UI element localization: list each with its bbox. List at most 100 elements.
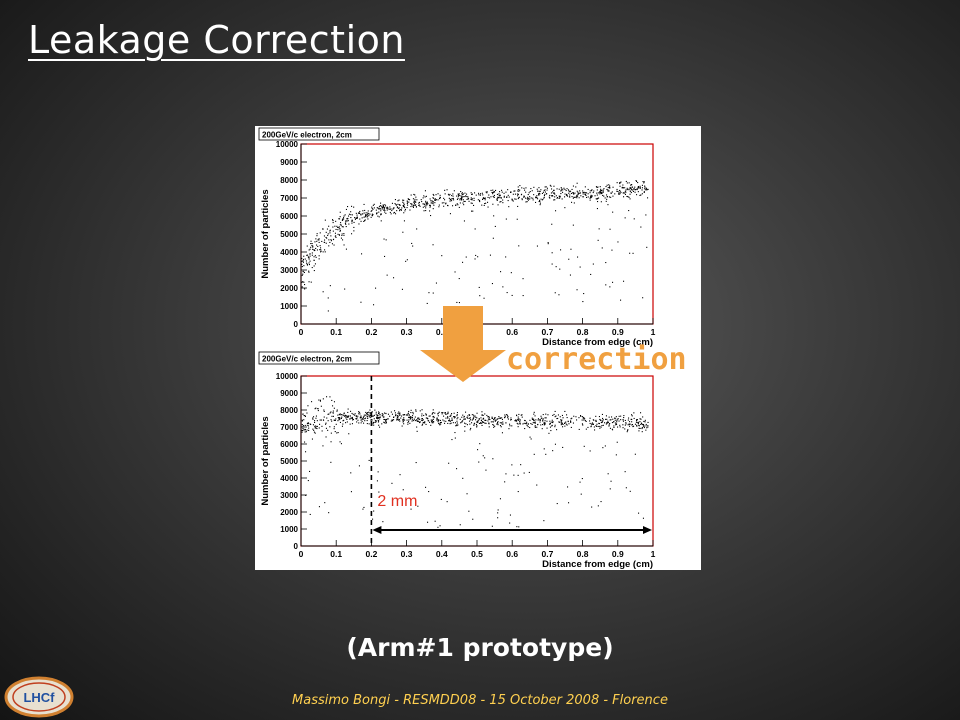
data-point [568, 259, 569, 260]
data-point [531, 197, 532, 198]
data-point [498, 204, 499, 205]
data-point [554, 196, 555, 197]
data-point [307, 264, 308, 265]
data-point [400, 209, 401, 210]
data-point [615, 420, 616, 421]
data-point [475, 258, 476, 259]
data-point [584, 446, 585, 447]
data-point [546, 421, 547, 422]
data-point [376, 414, 377, 415]
data-point [311, 245, 312, 246]
data-point [410, 419, 411, 420]
data-point [627, 182, 628, 183]
data-point [577, 191, 578, 192]
data-point [491, 190, 492, 191]
data-point [545, 454, 546, 455]
data-point [453, 416, 454, 417]
data-point [643, 182, 644, 183]
data-point [581, 494, 582, 495]
data-point [516, 526, 517, 527]
data-point [358, 413, 359, 414]
data-point [476, 195, 477, 196]
data-point [472, 211, 473, 212]
data-point [476, 417, 477, 418]
data-point [510, 417, 511, 418]
data-point [603, 196, 604, 197]
data-point [358, 411, 359, 412]
data-point [334, 401, 335, 402]
data-point [488, 419, 489, 420]
data-point [402, 420, 403, 421]
data-point [498, 416, 499, 417]
data-point [479, 443, 480, 444]
data-point [640, 187, 641, 188]
data-point [343, 235, 344, 236]
data-point [612, 422, 613, 423]
data-point [330, 230, 331, 231]
data-point [513, 201, 514, 202]
data-point [551, 188, 552, 189]
data-point [413, 205, 414, 206]
data-point [314, 420, 315, 421]
data-point [451, 200, 452, 201]
y-tick-label: 5000 [280, 230, 298, 239]
data-point [350, 411, 351, 412]
data-point [630, 491, 631, 492]
data-point [642, 424, 643, 425]
data-point [520, 424, 521, 425]
data-point [512, 199, 513, 200]
data-point [644, 188, 645, 189]
data-point [421, 201, 422, 202]
data-point [600, 190, 601, 191]
data-point [638, 513, 639, 514]
data-point [415, 202, 416, 203]
data-point [335, 221, 336, 222]
data-point [551, 192, 552, 193]
data-point [312, 267, 313, 268]
data-point [525, 420, 526, 421]
data-point [324, 242, 325, 243]
data-point [471, 422, 472, 423]
data-point [416, 199, 417, 200]
data-point [586, 197, 587, 198]
data-point [603, 188, 604, 189]
data-point [383, 206, 384, 207]
data-point [580, 195, 581, 196]
data-point [338, 432, 339, 433]
data-point [470, 417, 471, 418]
data-point [353, 230, 354, 231]
data-point [439, 205, 440, 206]
data-point [456, 468, 457, 469]
data-point [473, 205, 474, 206]
data-point [467, 424, 468, 425]
data-point [640, 418, 641, 419]
data-point [476, 424, 477, 425]
data-point [425, 487, 426, 488]
data-point [425, 210, 426, 211]
data-point [549, 195, 550, 196]
data-point [523, 188, 524, 189]
x-axis-label: Distance from edge (cm) [542, 559, 653, 570]
data-point [373, 304, 374, 305]
data-point [564, 189, 565, 190]
data-point [550, 427, 551, 428]
data-point [308, 257, 309, 258]
data-point [372, 214, 373, 215]
data-point [609, 424, 610, 425]
data-point [381, 220, 382, 221]
data-point [521, 187, 522, 188]
data-point [491, 421, 492, 422]
data-point [488, 197, 489, 198]
data-point [492, 418, 493, 419]
data-point [520, 419, 521, 420]
data-point [544, 190, 545, 191]
data-point [359, 465, 360, 466]
data-point [474, 198, 475, 199]
data-point [334, 226, 335, 227]
data-point [530, 188, 531, 189]
data-point [508, 195, 509, 196]
data-point [412, 412, 413, 413]
data-point [625, 217, 626, 218]
data-point [609, 187, 610, 188]
data-point [642, 297, 643, 298]
